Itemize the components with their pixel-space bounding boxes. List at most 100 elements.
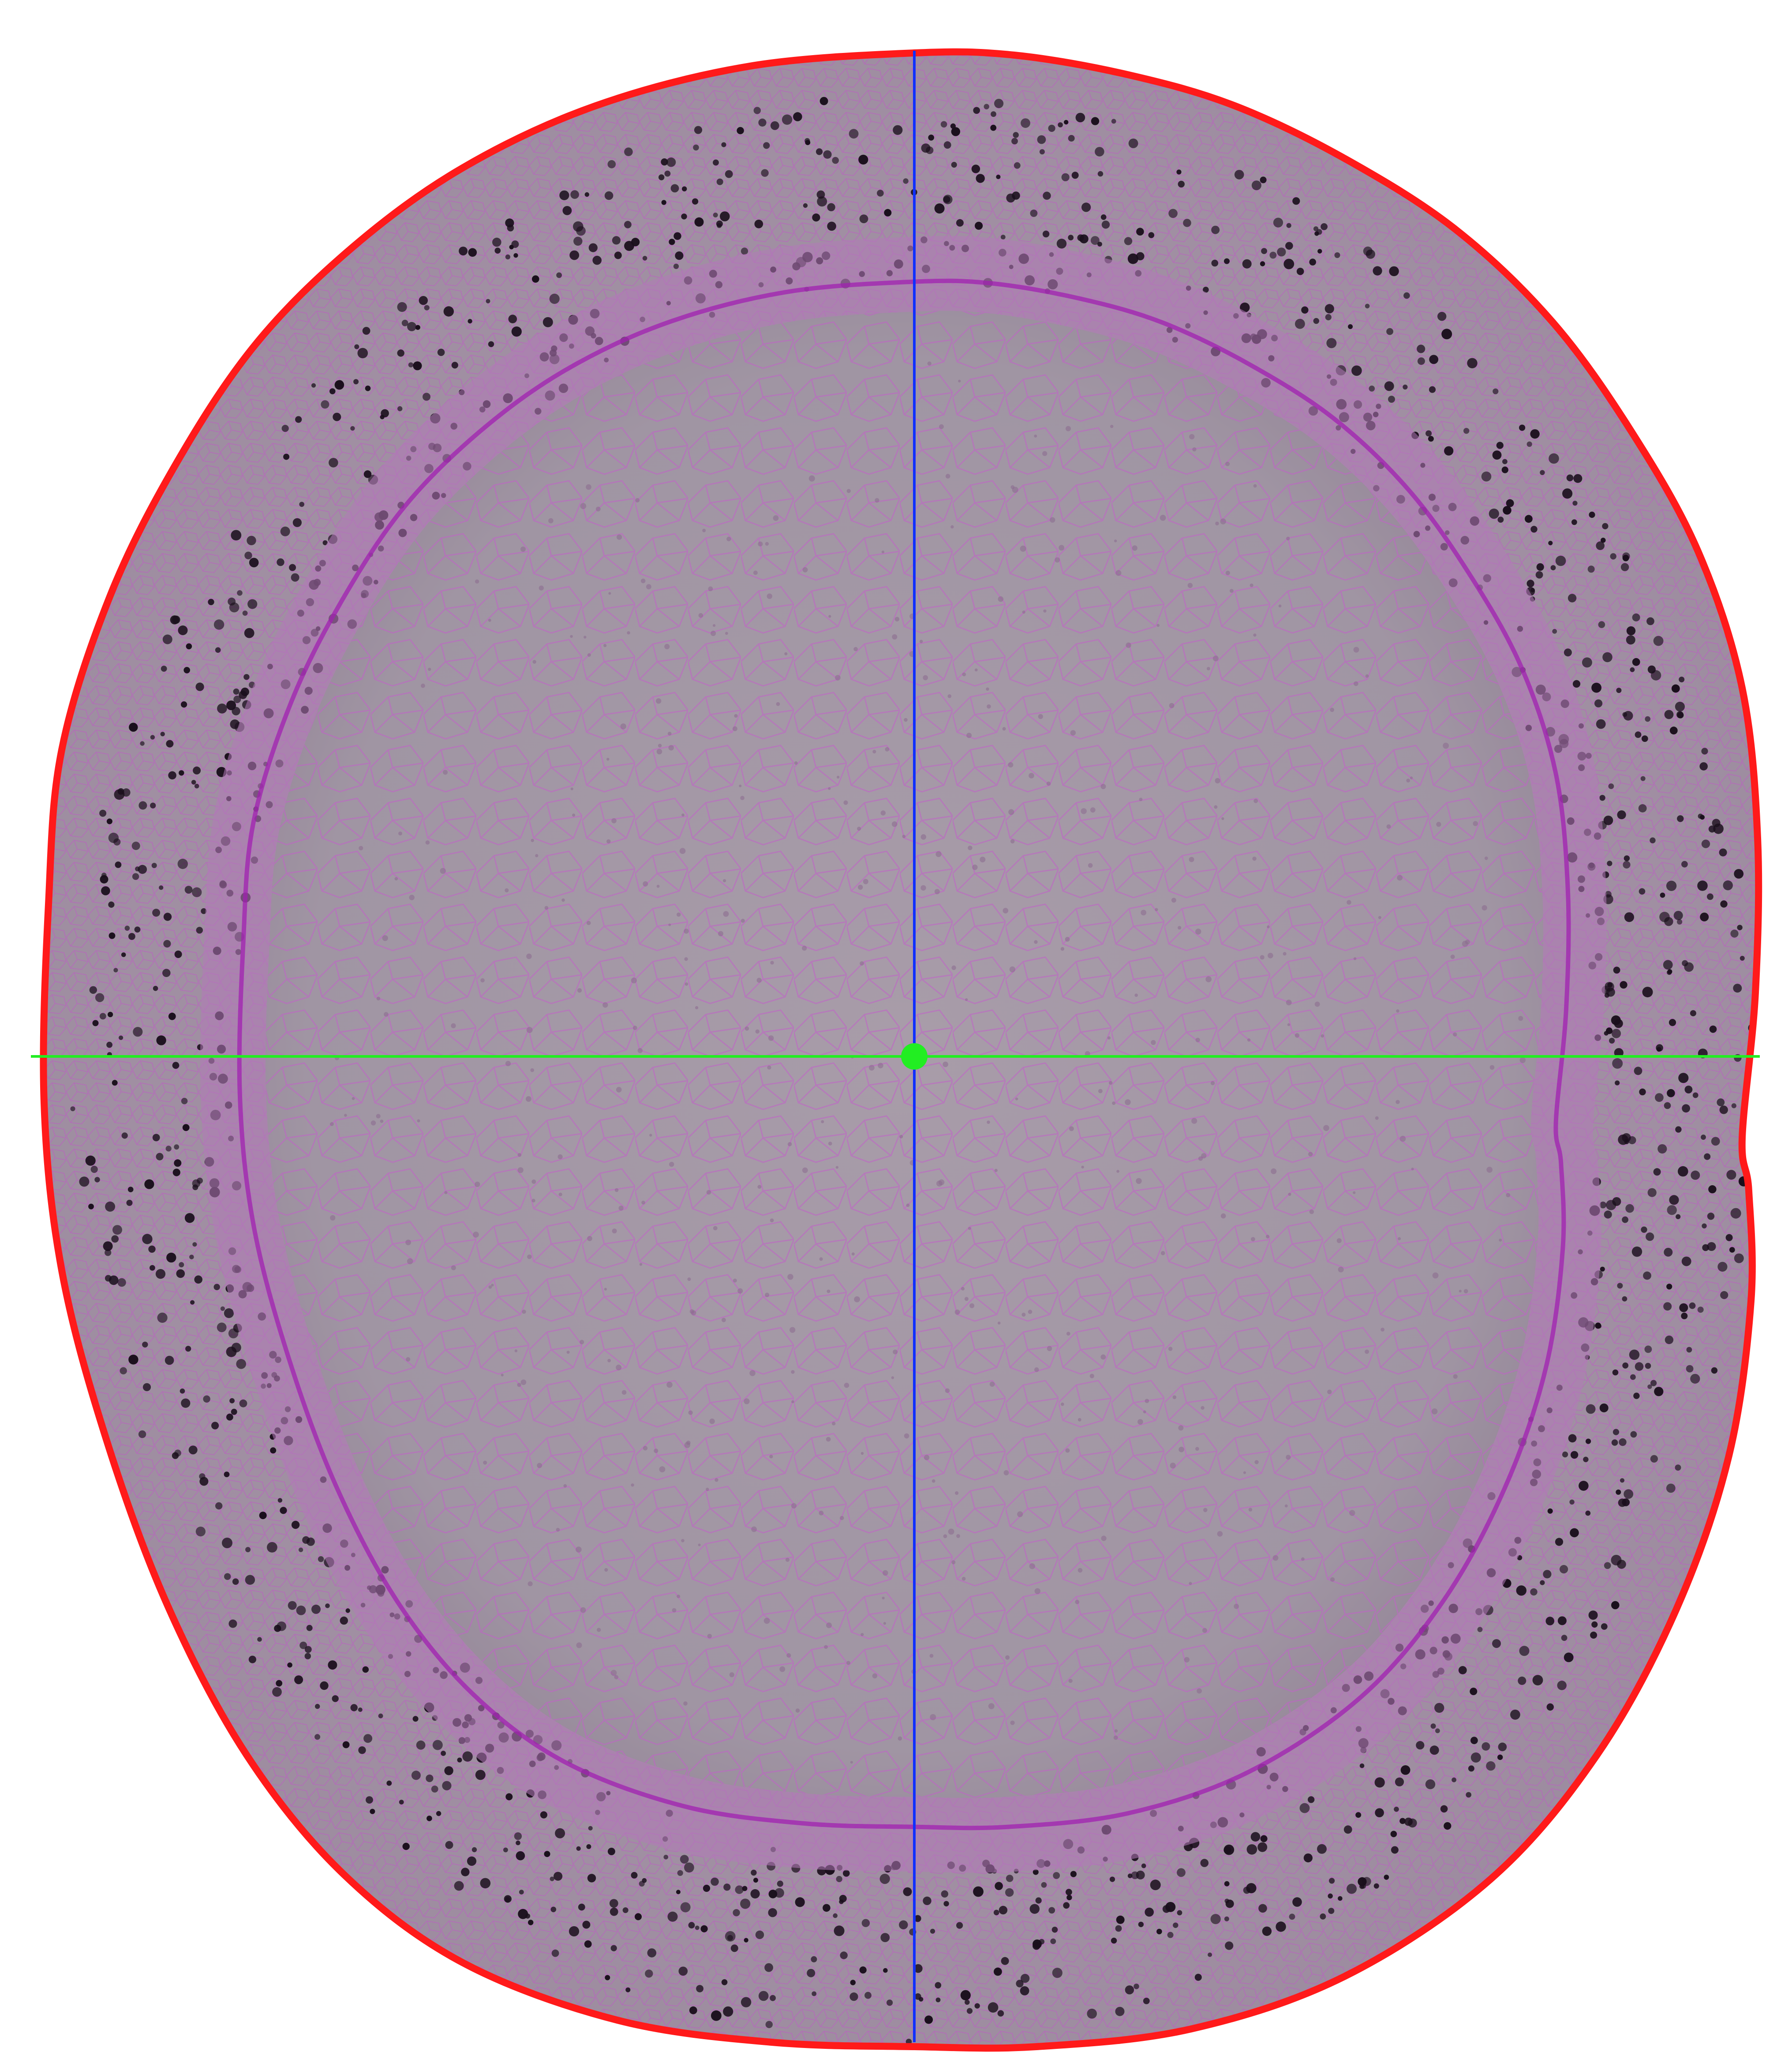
starch-grain (1001, 1957, 1009, 1965)
starch-grain (1607, 861, 1612, 866)
pith-speck (711, 630, 716, 636)
pith-speck (853, 647, 858, 651)
pith-speck (658, 744, 662, 748)
starch-grain (742, 1886, 748, 1891)
pith-speck (885, 747, 890, 752)
starch-grain (1564, 648, 1572, 657)
starch-grain (270, 1447, 277, 1454)
pith-speck (1327, 1389, 1332, 1394)
pith-speck (1432, 1272, 1439, 1279)
starch-grain (1116, 1915, 1125, 1924)
pith-speck (929, 1654, 934, 1658)
starch-grain (288, 1601, 297, 1610)
pith-speck (557, 1154, 563, 1160)
starch-grain (700, 1925, 708, 1932)
pith-speck (1253, 798, 1258, 803)
pith-speck (635, 498, 640, 503)
starch-grain (340, 1616, 348, 1625)
starch-grain (1029, 1904, 1040, 1914)
pith-speck (1003, 908, 1009, 913)
starch-grain (988, 2002, 999, 2013)
starch-grain (1111, 119, 1116, 124)
starch-grain (1006, 1875, 1014, 1882)
pith-speck (612, 1228, 617, 1234)
starch-grain (1011, 138, 1018, 145)
starch-grain (744, 1938, 748, 1943)
starch-grain (1669, 1195, 1679, 1205)
pith-speck (406, 1357, 411, 1362)
pith-speck (1378, 916, 1381, 919)
starch-grain (357, 348, 368, 359)
starch-grain (1572, 501, 1578, 506)
starch-grain (741, 1997, 752, 2007)
starch-grain (126, 1200, 133, 1206)
starch-grain (1068, 135, 1075, 142)
starch-grain (1667, 1089, 1675, 1097)
starch-grain (1061, 173, 1070, 181)
starch-grain (923, 1896, 932, 1906)
starch-grain (1725, 1234, 1733, 1241)
starch-grain (88, 1203, 94, 1209)
pith-speck (580, 1607, 586, 1613)
pith-speck (614, 1675, 619, 1680)
starch-grain (811, 1956, 817, 1962)
starch-grain (1440, 1805, 1448, 1813)
starch-grain (1552, 629, 1557, 634)
starch-grain (843, 1870, 850, 1877)
starch-grain (576, 1846, 581, 1851)
starch-grain (196, 927, 203, 934)
pith-speck (787, 1274, 793, 1280)
pith-speck (968, 846, 973, 850)
starch-grain (1623, 711, 1633, 721)
pith-speck (1168, 1347, 1173, 1351)
starch-grain (1676, 1214, 1681, 1219)
pith-speck (1260, 955, 1265, 960)
pith-speck (1309, 1209, 1314, 1214)
starch-grain (304, 1646, 312, 1653)
pith-speck (802, 946, 807, 951)
pith-speck (904, 718, 908, 722)
starch-grain (1225, 1899, 1234, 1908)
starch-grain (1730, 1208, 1741, 1219)
pith-speck (1484, 856, 1488, 860)
starch-grain (1589, 511, 1595, 518)
pith-speck (1336, 1238, 1342, 1243)
starch-grain (753, 107, 761, 114)
starch-grain (1679, 677, 1685, 682)
starch-grain (1224, 1916, 1229, 1921)
starch-grain (1388, 396, 1395, 403)
starch-grain (231, 1408, 237, 1415)
starch-grain (226, 1413, 233, 1421)
starch-grain (1058, 122, 1063, 127)
starch-grain (1594, 699, 1603, 708)
pith-speck (576, 1546, 582, 1553)
pith-speck (1243, 1471, 1246, 1474)
starch-grain (1624, 855, 1630, 861)
starch-grain (419, 296, 428, 305)
pith-speck (846, 1661, 850, 1665)
pith-speck (729, 1672, 734, 1677)
starch-grain (1540, 1580, 1545, 1585)
pith-speck (1215, 521, 1219, 526)
starch-grain (1042, 230, 1050, 238)
starch-grain (1678, 1073, 1689, 1083)
pith-speck (755, 1029, 760, 1034)
pith-speck (632, 1026, 637, 1030)
starch-grain (1612, 1369, 1619, 1376)
starch-grain (1468, 1765, 1474, 1772)
starch-grain (1557, 1616, 1567, 1625)
pith-speck (765, 542, 769, 546)
starch-grain (1611, 1439, 1618, 1446)
starch-grain (740, 1898, 751, 1909)
pith-speck (1267, 925, 1270, 928)
starch-grain (486, 299, 490, 303)
starch-grain (1611, 1029, 1621, 1038)
starch-grain (1613, 966, 1620, 974)
starch-grain (1276, 1921, 1286, 1932)
starch-grain (528, 1920, 534, 1925)
starch-grain (1021, 118, 1030, 128)
starch-grain (721, 142, 726, 147)
starch-grain (1560, 1565, 1568, 1574)
starch-grain (1719, 848, 1727, 857)
starch-grain (415, 325, 420, 330)
